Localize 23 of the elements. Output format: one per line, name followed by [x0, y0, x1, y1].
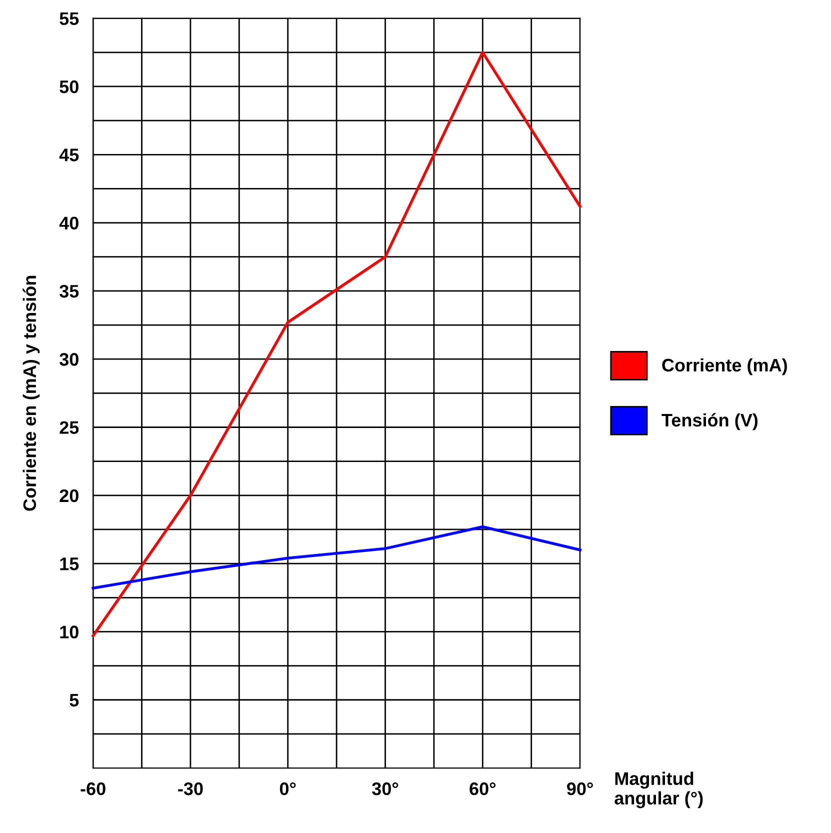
x-axis-title: Magnitud angular (°) [614, 772, 703, 808]
y-tick-label: 30 [60, 353, 78, 366]
x-tick-label: 30° [372, 782, 398, 796]
y-tick-label: 40 [59, 216, 78, 230]
y-tick-label: 15 [60, 558, 79, 570]
y-tick-label: 45 [59, 148, 79, 162]
y-axis-title: Corriente en (mA) y tensión [22, 276, 40, 511]
y-tick-label: 20 [60, 489, 78, 502]
legend-label: Corriente (mA) [662, 358, 787, 376]
x-tick-label: 0° [280, 782, 296, 796]
x-tick-label: -60 [80, 782, 106, 796]
x-tick-label: -30 [178, 782, 203, 796]
y-tick-label: 25 [60, 421, 79, 434]
y-tick-label: 10 [60, 626, 78, 638]
y-tick-label: 50 [60, 80, 78, 94]
y-tick-label: 5 [70, 694, 79, 707]
line-series [92, 51, 582, 638]
legend-label: Tensión (V) [662, 413, 758, 430]
line-series [92, 525, 582, 590]
y-tick-label: 35 [60, 284, 79, 298]
y-tick-label: 55 [60, 12, 79, 26]
x-tick-label: 60° [470, 782, 496, 796]
x-tick-label: 90° [567, 782, 593, 796]
